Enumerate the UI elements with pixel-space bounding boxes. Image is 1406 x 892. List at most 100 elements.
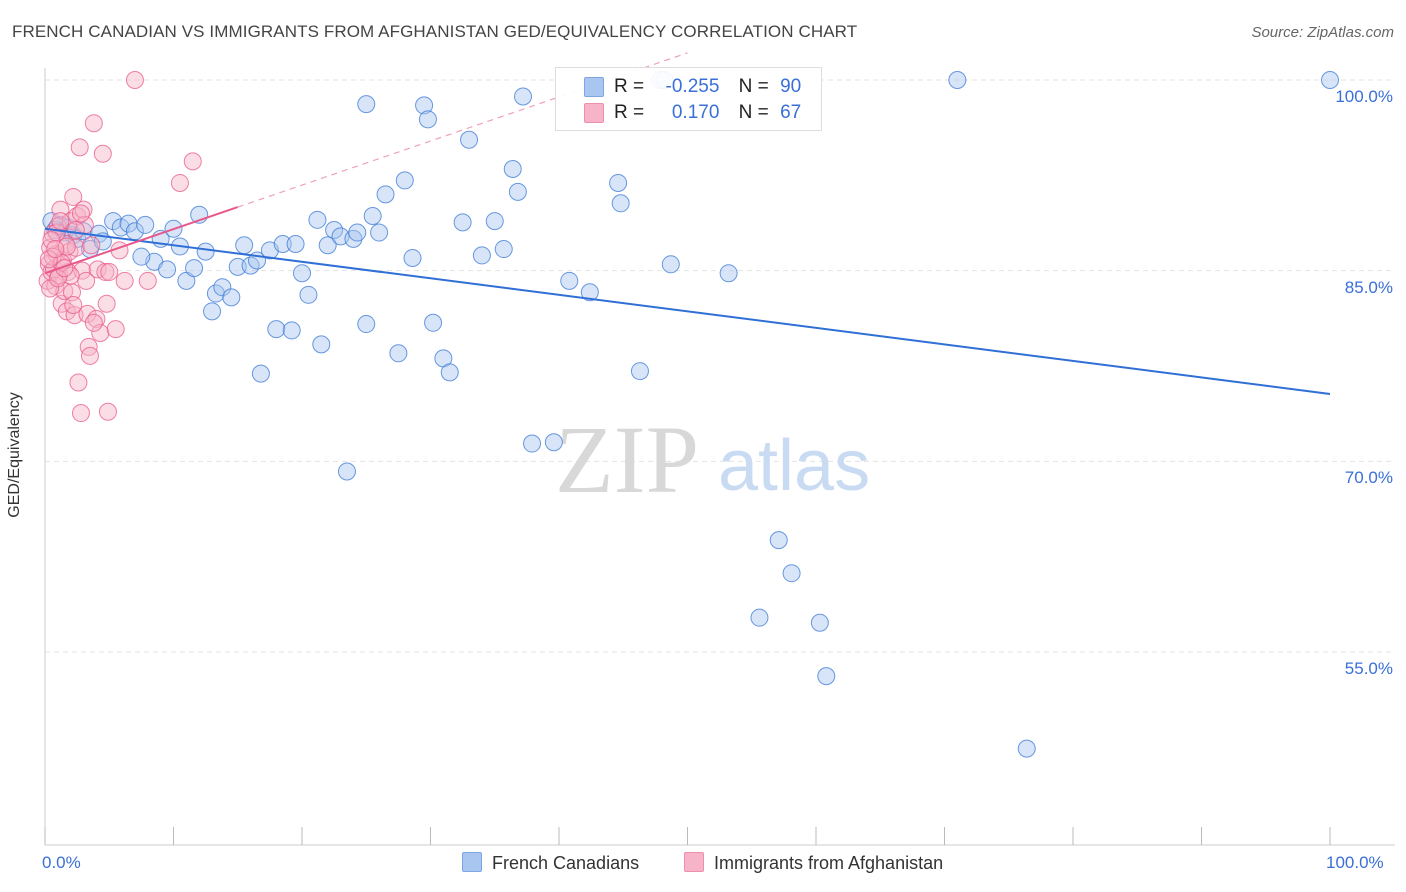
french-canadian-point: [363, 207, 382, 226]
afghanistan-point: [55, 259, 74, 278]
y-tick-label: 70.0%: [1344, 468, 1393, 488]
afghanistan-point: [42, 231, 61, 250]
french-canadian-point: [104, 212, 123, 231]
afghanistan-point: [82, 236, 101, 255]
afghanistan-point: [78, 304, 97, 323]
french-canadian-point: [267, 320, 286, 339]
afghanistan-point: [96, 262, 115, 281]
french-canadian-point: [325, 220, 344, 239]
afghanistan-point: [93, 144, 112, 163]
y-tick-label: 85.0%: [1344, 277, 1393, 297]
afghanistan-point: [84, 313, 103, 332]
french-canadian-point: [251, 364, 270, 383]
french-canadian-point: [395, 171, 414, 190]
french-canadian-point: [308, 210, 327, 229]
french-canadian-point: [74, 222, 93, 241]
legend-r-value: 0.170: [671, 102, 720, 123]
french-canadian-point: [460, 130, 479, 149]
afghanistan-point: [84, 114, 103, 133]
french-canadian-point: [389, 344, 408, 363]
afghanistan-point: [106, 320, 125, 339]
afghanistan-point: [100, 262, 119, 281]
french-canadian-point: [719, 264, 738, 283]
watermark-zip: ZIP: [555, 406, 699, 513]
french-canadian-point: [337, 462, 356, 481]
afghanistan-trend-line: [44, 206, 239, 275]
french-canadian-point: [472, 246, 491, 265]
legend-n-label: N =: [738, 76, 769, 97]
afghanistan-point: [66, 220, 85, 239]
bottom-legend-french-canadians: French Canadians: [462, 852, 639, 874]
french-canadian-point: [609, 173, 628, 192]
french-canadian-point: [185, 259, 204, 278]
afghanistan-point: [66, 238, 85, 257]
french-canadian-trend-line: [44, 227, 1331, 395]
axes: [44, 68, 1395, 846]
afghanistan-point: [115, 271, 134, 290]
legend-r-label: R =: [614, 102, 645, 123]
french-canadian-point: [136, 215, 155, 234]
data-points: [38, 71, 1339, 758]
french-canadian-point: [299, 285, 318, 304]
afghanistan-point: [70, 138, 89, 157]
french-canadian-point: [514, 87, 533, 106]
legend-r-value: -0.255: [665, 76, 720, 97]
french-canadian-point: [403, 248, 422, 267]
french-canadian-point: [485, 212, 504, 231]
french-canadian-point: [203, 302, 222, 321]
afghanistan-point: [57, 237, 76, 256]
french-canadian-point: [769, 531, 788, 550]
french-canadian-point: [424, 313, 443, 332]
afghanistan-point: [64, 295, 83, 314]
french-canadian-point: [750, 608, 769, 627]
french-canadian-point: [810, 613, 829, 632]
french-canadian-point: [282, 321, 301, 340]
french-canadian-point: [503, 159, 522, 178]
french-canadian-point: [357, 315, 376, 334]
afghanistan-point: [183, 152, 202, 171]
french-canadian-point: [630, 362, 649, 381]
afghanistan-point: [73, 261, 92, 280]
french-canadian-point: [158, 260, 177, 279]
french-canadian-point: [235, 236, 254, 255]
french-canadian-point: [132, 247, 151, 266]
french-canadian-point: [544, 433, 563, 452]
french-canadian-point: [782, 564, 801, 583]
y-tick-label: 100.0%: [1335, 87, 1393, 106]
french-canadian-point: [494, 240, 513, 259]
x-tick-label-min: 0.0%: [42, 853, 81, 872]
french-canadian-point: [370, 223, 389, 242]
french-canadian-point: [293, 264, 311, 283]
afghanistan-point: [64, 187, 83, 206]
french-canadian-point: [357, 95, 376, 114]
chart-title: FRENCH CANADIAN VS IMMIGRANTS FROM AFGHA…: [12, 22, 858, 41]
french-canadian-point: [206, 284, 225, 303]
afghanistan-point: [91, 323, 110, 342]
french-canadian-point: [318, 236, 337, 255]
legend-label: French Canadians: [492, 853, 640, 873]
afghanistan-point: [46, 240, 65, 259]
afghanistan-point: [97, 294, 116, 313]
french-canadian-point: [196, 242, 215, 261]
legend-swatch-pink: [684, 852, 704, 872]
afghanistan-point: [41, 279, 60, 298]
french-canadian-point: [948, 71, 967, 89]
afghanistan-point: [170, 173, 189, 192]
afghanistan-point: [69, 373, 88, 392]
french-canadian-point: [415, 96, 434, 115]
legend-n-value: 90: [780, 76, 802, 97]
french-canadian-point: [453, 213, 472, 232]
french-canadian-point: [817, 667, 836, 686]
afghanistan-point: [71, 404, 90, 423]
source-label: Source: ZipAtlas.com: [1251, 24, 1394, 41]
french-canadian-point: [1017, 739, 1036, 758]
french-canadian-point: [560, 271, 579, 290]
afghanistan-point: [80, 346, 99, 365]
french-canadian-point: [273, 234, 292, 253]
afghanistan-point: [138, 271, 157, 290]
correlation-legend: R = -0.255 N = 90 R = 0.170 N = 67: [555, 67, 822, 131]
french-canadian-point: [376, 185, 395, 204]
legend-n-value: 67: [780, 102, 802, 123]
french-canadian-point: [418, 110, 437, 129]
